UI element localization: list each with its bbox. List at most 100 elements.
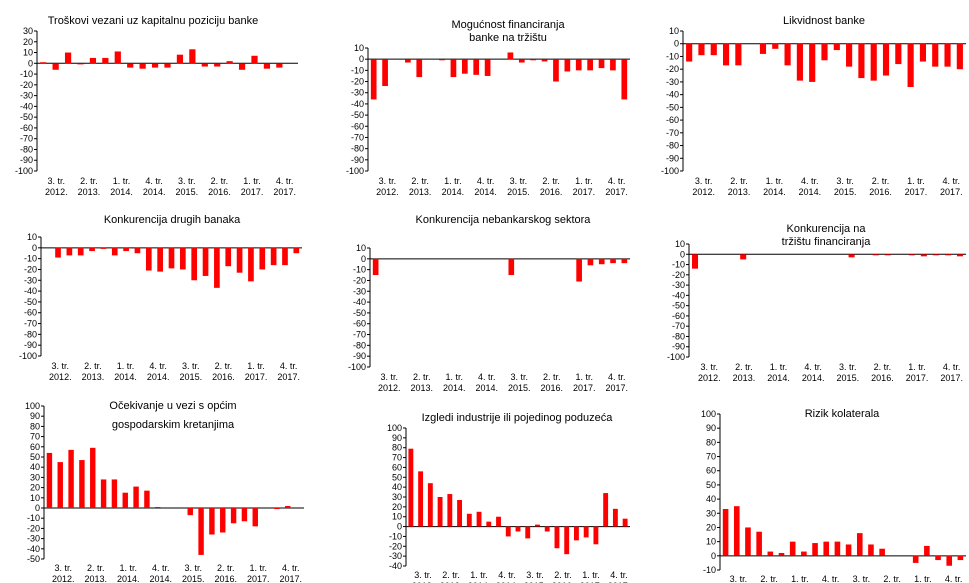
y-tick-label: -40 (20, 101, 33, 111)
y-tick-label: -80 (666, 141, 679, 151)
y-tick-label: 10 (706, 537, 716, 547)
y-tick-label: -30 (353, 286, 366, 296)
x-tick-year-label: 2014. (496, 581, 519, 583)
y-tick-label: -20 (666, 64, 679, 74)
x-tick-year-label: 2014. (149, 574, 172, 583)
bar (812, 543, 818, 556)
x-tick-year-label: 2016. (540, 383, 563, 393)
y-tick-label: -30 (20, 91, 33, 101)
x-tick-label: 1. tr. (470, 570, 488, 580)
y-tick-label: -30 (672, 280, 685, 290)
bar (214, 63, 221, 67)
bar (457, 499, 462, 527)
chart-title: Izgledi industrije ili pojedinog poduzeć… (422, 412, 614, 424)
x-tick-label: 1. tr. (445, 372, 463, 382)
x-tick-label: 3. tr. (380, 372, 398, 382)
bar (692, 254, 699, 269)
x-tick-label: 2. tr. (84, 361, 102, 371)
bar (507, 52, 514, 60)
y-tick-label: -20 (24, 264, 37, 274)
bar (554, 526, 560, 549)
bar (856, 533, 863, 556)
x-tick-label: 1. tr. (766, 176, 784, 186)
bar (473, 59, 480, 75)
x-tick-label: 2. tr. (217, 563, 235, 573)
x-tick-label: 1. tr. (914, 574, 932, 583)
x-tick-year-label: 2015. (176, 187, 199, 197)
bar (535, 524, 540, 527)
y-tick-label: -70 (672, 321, 685, 331)
x-tick-label: 2. tr. (211, 176, 229, 186)
x-tick-label: 2. tr. (730, 176, 748, 186)
y-tick-label: -10 (24, 254, 37, 264)
x-tick-year-label: 2013. (82, 372, 105, 382)
x-tick-year-label: 2016. (214, 574, 237, 583)
x-tick-label: 2. tr. (883, 574, 901, 583)
y-tick-label: -70 (24, 319, 37, 329)
x-tick-label: 4. tr. (608, 176, 626, 186)
bar (100, 479, 107, 508)
x-tick-label: 2. tr. (87, 563, 105, 573)
x-tick-label: 1. tr. (582, 570, 600, 580)
y-tick-label: 50 (30, 452, 40, 462)
bar (225, 247, 232, 267)
bar (740, 254, 747, 260)
bar (935, 555, 941, 561)
bar (241, 508, 248, 522)
bar (270, 247, 277, 266)
bar (882, 43, 890, 76)
y-tick-label: 80 (30, 421, 40, 431)
bar (553, 59, 559, 82)
y-tick-label: 100 (25, 401, 40, 411)
y-tick-label: -60 (666, 115, 679, 125)
bar (833, 43, 840, 51)
y-tick-label: -90 (666, 153, 679, 163)
y-tick-label: -90 (20, 155, 33, 165)
bar (622, 518, 628, 527)
bar (946, 555, 953, 566)
y-tick-label: -50 (353, 308, 366, 318)
y-tick-label: 100 (701, 409, 716, 419)
bar (610, 59, 616, 71)
x-tick-year-label: 2015. (182, 574, 205, 583)
bar (89, 247, 95, 252)
chart-title: Konkurencija nebankarskog sektora (416, 214, 592, 226)
bar (55, 247, 61, 258)
x-tick-year-label: 2014. (802, 373, 825, 383)
bar (214, 247, 220, 288)
x-tick-label: 1. tr. (907, 176, 925, 186)
chart-title: tržištu financiranja (782, 236, 872, 248)
bar (845, 544, 852, 556)
bar (698, 43, 705, 56)
x-tick-label: 2. tr. (542, 176, 560, 186)
bar (230, 508, 237, 524)
y-tick-label: -60 (353, 319, 366, 329)
bar (40, 62, 47, 64)
x-tick-label: 4. tr. (149, 361, 167, 371)
bar (66, 247, 73, 256)
x-tick-label: 1. tr. (249, 563, 267, 573)
y-tick-label: 10 (30, 493, 40, 503)
x-tick-label: 4. tr. (945, 574, 963, 583)
x-tick-year-label: 2013. (733, 373, 756, 383)
x-tick-label: 2. tr. (80, 176, 98, 186)
bar (427, 483, 433, 527)
y-tick-label: -20 (389, 541, 402, 551)
y-tick-label: -70 (20, 134, 33, 144)
y-tick-label: -60 (24, 308, 37, 318)
chart-title: Rizik kolaterala (805, 408, 880, 420)
y-tick-label: -40 (672, 290, 685, 300)
y-tick-label: -40 (353, 297, 366, 307)
bar (722, 43, 730, 66)
x-tick-year-label: 2012. (378, 383, 401, 393)
bar (530, 59, 537, 61)
bar (68, 449, 74, 508)
x-tick-label: 4. tr. (145, 176, 163, 186)
bar (920, 254, 927, 257)
bar (912, 555, 919, 563)
bar (603, 493, 609, 527)
y-tick-label: -50 (351, 110, 364, 120)
x-tick-label: 2. tr. (874, 362, 892, 372)
y-tick-label: -100 (667, 352, 685, 362)
y-tick-label: 0 (32, 243, 37, 253)
